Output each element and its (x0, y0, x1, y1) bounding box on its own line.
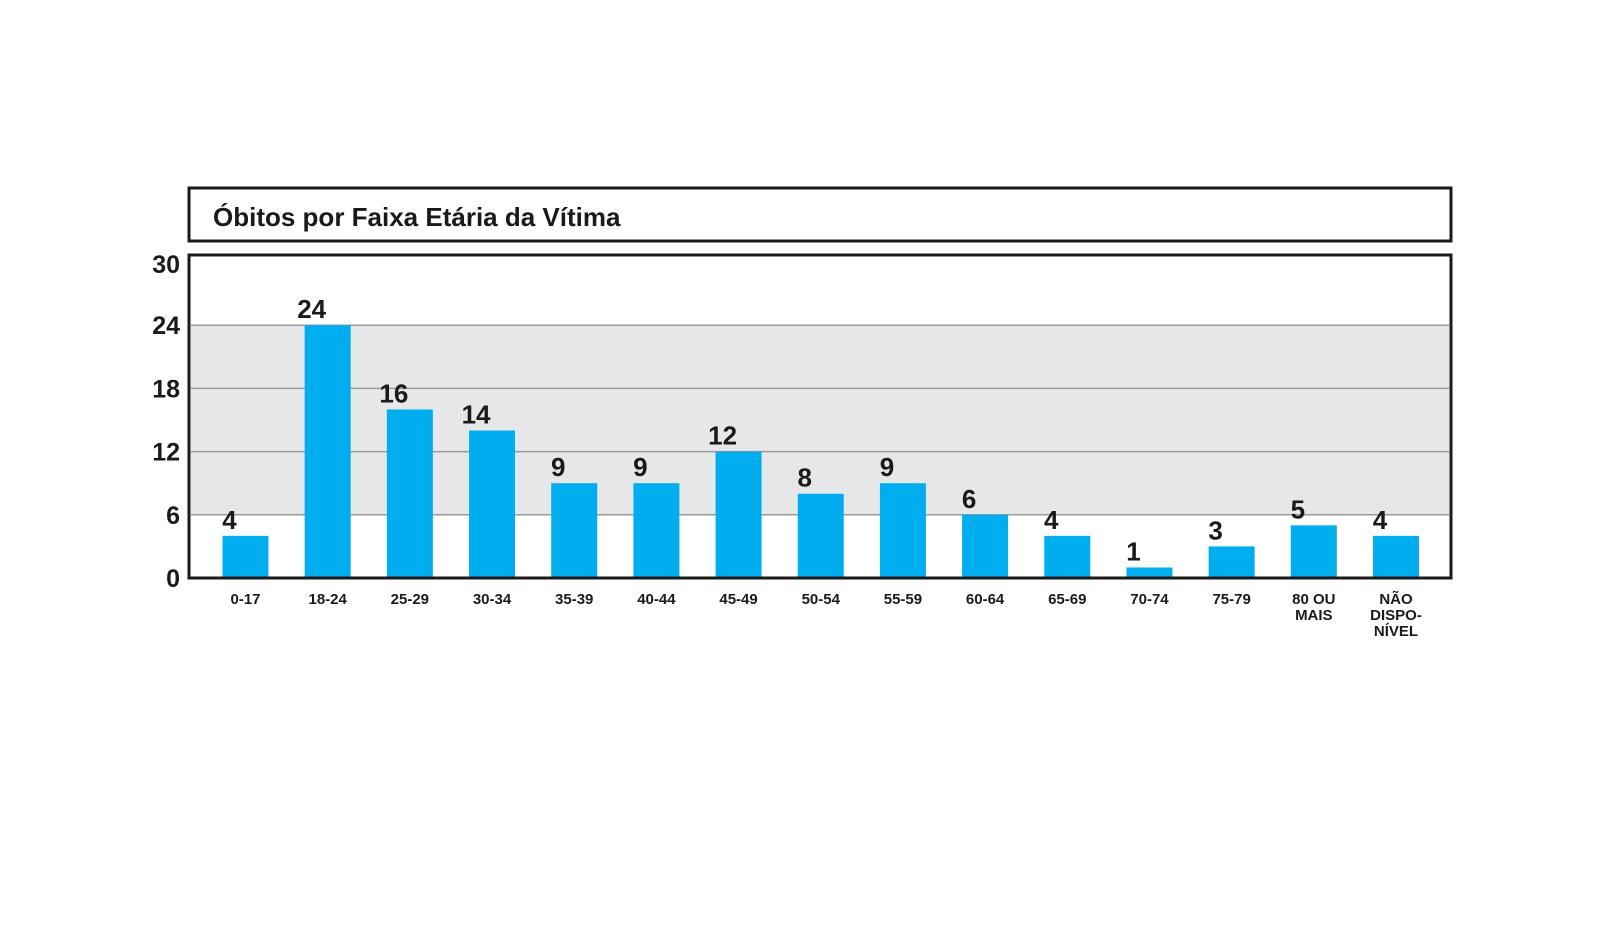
chart-title: Óbitos por Faixa Etária da Vítima (213, 202, 621, 232)
y-tick-label: 6 (166, 502, 180, 530)
data-label: 9 (551, 452, 565, 482)
title-box (187, 186, 1453, 243)
bar (469, 430, 516, 578)
x-tick-label: 18-24 (308, 591, 347, 608)
y-axis: 0 6 12 18 24 30 (152, 251, 180, 593)
data-label: 1 (1126, 536, 1140, 566)
x-tick-label: 45-49 (719, 591, 757, 608)
x-tick-label: 70-74 (1130, 591, 1169, 608)
y-tick-label: 0 (166, 565, 180, 593)
bar (962, 514, 1009, 578)
x-tick-label: 50-54 (802, 591, 841, 608)
bar (222, 535, 269, 578)
y-tick-label: 24 (152, 312, 180, 340)
bar (551, 483, 598, 578)
data-label: 12 (708, 421, 737, 451)
bars (222, 325, 1419, 578)
bar (797, 493, 844, 578)
y-tick-label: 30 (152, 251, 180, 279)
data-label: 6 (962, 484, 976, 514)
bar (1044, 535, 1091, 578)
x-tick-label: 60-64 (966, 591, 1005, 608)
plot-frame (187, 253, 1453, 580)
x-tick-label: 65-69 (1048, 591, 1086, 608)
data-labels: 4 24 16 14 9 9 12 8 9 6 4 1 3 5 4 (222, 294, 1388, 566)
x-tick-label: 25-29 (391, 591, 429, 608)
data-label: 4 (222, 505, 237, 535)
x-tick-label: 75-79 (1212, 591, 1250, 608)
gray-band (191, 325, 1449, 515)
data-label: 24 (297, 294, 326, 324)
x-tick-label: 80 OU MAIS (1292, 591, 1335, 624)
bar (1373, 535, 1419, 578)
data-label: 8 (798, 463, 812, 493)
data-label: 16 (379, 378, 408, 408)
data-label: 9 (880, 452, 894, 482)
bar (633, 483, 680, 578)
x-tick-label: 55-59 (884, 591, 922, 608)
data-label: 4 (1044, 505, 1059, 535)
data-label: 9 (633, 452, 647, 482)
bar (1208, 546, 1255, 578)
x-axis: 0-17 18-24 25-29 30-34 35-39 40-44 45-49 50-54 5… (230, 590, 1421, 640)
x-tick-label: NÃO DISPO-NÍVEL (1370, 590, 1422, 640)
data-label: 14 (462, 400, 491, 430)
bar (1290, 525, 1337, 578)
bar (715, 451, 762, 578)
y-tick-label: 18 (152, 375, 180, 403)
x-tick-label: 35-39 (555, 591, 593, 608)
bar (304, 325, 351, 578)
x-tick-label: 40-44 (637, 591, 676, 608)
x-tick-label: 0-17 (230, 591, 260, 608)
x-tick-label: 30-34 (473, 591, 512, 608)
bar (386, 409, 433, 578)
bar (1126, 567, 1173, 578)
data-label: 5 (1291, 494, 1305, 524)
y-tick-label: 12 (152, 439, 180, 467)
data-label: 4 (1373, 505, 1388, 535)
bar (879, 483, 926, 578)
data-label: 3 (1208, 515, 1222, 545)
